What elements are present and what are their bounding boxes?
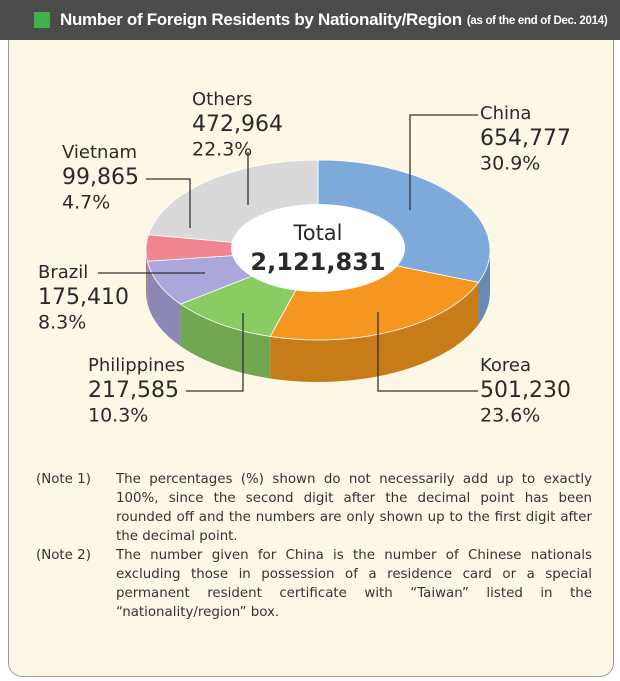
leader-line (409, 114, 478, 210)
notes: (Note 1) The percentages (%) shown do not… (36, 470, 592, 622)
total-value: 2,121,831 (250, 248, 385, 276)
slice-side (478, 250, 490, 325)
slice-name: China (480, 103, 531, 124)
value-label: 217,585 (88, 378, 179, 403)
slice-name: Brazil (38, 262, 88, 283)
percent-label: 30.9% (480, 153, 540, 175)
note-label: (Note 1) (36, 472, 91, 487)
percent-label: 4.7% (62, 192, 110, 214)
percent-label: 23.6% (480, 405, 540, 427)
percent-label: 10.3% (88, 405, 148, 427)
slice-name: Korea (480, 355, 531, 376)
slice-name: Others (192, 89, 253, 110)
value-label: 472,964 (192, 112, 283, 137)
slice-side (147, 261, 181, 347)
subtitle: (as of the end of Dec. 2014) (467, 15, 608, 27)
value-label: 175,410 (38, 285, 129, 310)
slice-side (180, 304, 271, 379)
value-label: 501,230 (480, 378, 571, 403)
percent-label: 8.3% (38, 312, 86, 334)
value-label: 99,865 (62, 165, 139, 190)
slice-side (270, 282, 479, 383)
donut-hole (231, 204, 405, 292)
percent-label: 22.3% (192, 139, 252, 161)
note: (Note 2) The number given for China is th… (36, 546, 592, 622)
slice-side (146, 250, 148, 304)
note-text: The percentages (%) shown do not necessa… (116, 472, 592, 544)
header-bar (0, 0, 620, 40)
leader-line (146, 178, 191, 228)
chart-title: Number of Foreign Residents by Nationali… (60, 10, 608, 29)
value-label: 654,777 (480, 126, 571, 151)
note-label: (Note 2) (36, 548, 91, 563)
pie (145, 159, 491, 383)
slice-name: Philippines (88, 355, 185, 376)
note: (Note 1) The percentages (%) shown do not… (36, 470, 592, 546)
note-text: The number given for China is the number… (116, 548, 592, 620)
header-icon (34, 12, 50, 28)
title: Number of Foreign Residents by Nationali… (60, 10, 462, 29)
leader-line (377, 312, 478, 392)
leader-line (186, 313, 244, 392)
slice-name: Vietnam (62, 142, 137, 163)
total-label: Total (292, 221, 342, 245)
